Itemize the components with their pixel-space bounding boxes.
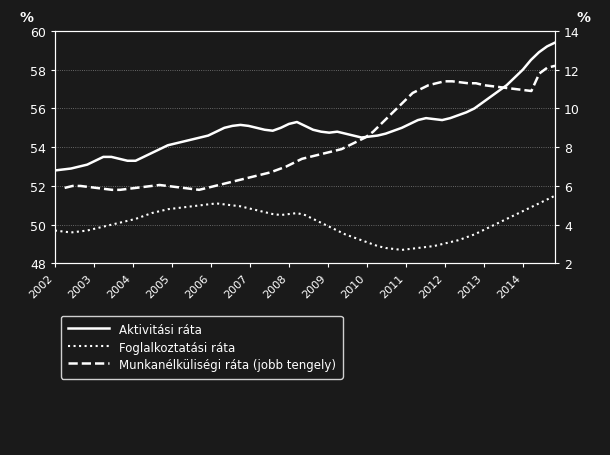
Munkanélküliségi ráta (jobb tengely): [314, 153, 321, 158]
Munkanélküliségi ráta (jobb tengely): [544, 66, 551, 71]
Munkanélküliségi ráta (jobb tengely): [409, 91, 417, 96]
Legend: Aktivitási ráta, Foglalkoztatási ráta, Munkanélküliségi ráta (jobb tengely): Aktivitási ráta, Foglalkoztatási ráta, M…: [61, 316, 343, 379]
Munkanélküliségi ráta (jobb tengely): [61, 186, 68, 191]
Foglalkoztatási ráta: [285, 212, 293, 217]
Munkanélküliségi ráta (jobb tengely): [551, 64, 559, 69]
Aktivitási ráta: [551, 40, 559, 46]
Line: Aktivitási ráta: Aktivitási ráta: [55, 43, 555, 171]
Aktivitási ráta: [188, 137, 196, 143]
Foglalkoztatási ráta: [188, 204, 196, 210]
Foglalkoztatási ráta: [204, 202, 212, 207]
Aktivitási ráta: [51, 168, 59, 174]
Aktivitási ráta: [204, 134, 212, 139]
Aktivitási ráta: [285, 122, 293, 127]
Aktivitási ráta: [544, 45, 551, 50]
Foglalkoztatási ráta: [51, 228, 59, 234]
Foglalkoztatási ráta: [398, 248, 406, 253]
Aktivitási ráta: [301, 124, 309, 129]
Munkanélküliségi ráta (jobb tengely): [109, 187, 116, 193]
Foglalkoztatási ráta: [301, 213, 309, 218]
Munkanélküliségi ráta (jobb tengely): [298, 157, 306, 162]
Line: Foglalkoztatási ráta: Foglalkoztatási ráta: [55, 196, 555, 250]
Aktivitási ráta: [398, 126, 406, 131]
Text: %: %: [576, 11, 590, 25]
Munkanélküliségi ráta (jobb tengely): [219, 182, 226, 187]
Foglalkoztatási ráta: [406, 247, 414, 252]
Text: %: %: [20, 11, 34, 25]
Munkanélküliségi ráta (jobb tengely): [203, 186, 210, 191]
Foglalkoztatási ráta: [544, 197, 551, 203]
Line: Munkanélküliségi ráta (jobb tengely): Munkanélküliségi ráta (jobb tengely): [65, 66, 555, 190]
Foglalkoztatási ráta: [551, 193, 559, 199]
